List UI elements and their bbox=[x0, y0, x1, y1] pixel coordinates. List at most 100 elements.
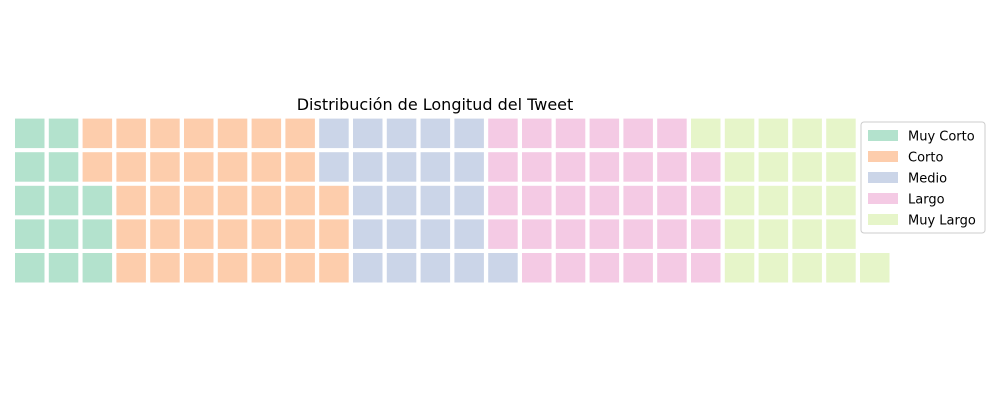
waffle-cells bbox=[15, 118, 890, 283]
waffle-cell-corto bbox=[285, 185, 315, 216]
waffle-cell-muy-corto bbox=[15, 253, 45, 283]
waffle-cell-medio bbox=[386, 118, 417, 149]
legend-frame bbox=[860, 121, 986, 234]
waffle-cell-muy-largo bbox=[758, 152, 789, 182]
waffle-cell-largo bbox=[657, 152, 687, 182]
waffle-cell-largo bbox=[589, 219, 620, 249]
waffle-cell-medio bbox=[420, 118, 451, 149]
waffle-cell-corto bbox=[150, 185, 180, 216]
waffle-cell-medio bbox=[353, 118, 383, 149]
waffle-cell-corto bbox=[116, 253, 146, 283]
waffle-cell-muy-corto bbox=[15, 118, 45, 149]
legend-swatch bbox=[868, 130, 898, 141]
waffle-cell-largo bbox=[555, 118, 586, 149]
chart-title: Distribución de Longitud del Tweet bbox=[297, 95, 574, 114]
waffle-cell-muy-largo bbox=[826, 152, 856, 182]
waffle-cell-corto bbox=[116, 219, 146, 249]
waffle-cell-corto bbox=[150, 118, 180, 149]
waffle-cell-corto bbox=[285, 118, 315, 149]
waffle-cell-corto bbox=[184, 185, 214, 216]
waffle-cell-medio bbox=[454, 253, 484, 283]
waffle-cell-muy-largo bbox=[758, 118, 789, 149]
waffle-cell-largo bbox=[691, 219, 721, 249]
waffle-cell-muy-corto bbox=[15, 219, 45, 249]
waffle-cell-largo bbox=[522, 118, 552, 149]
waffle-cell-largo bbox=[522, 253, 552, 283]
legend-label: Largo bbox=[908, 193, 945, 208]
waffle-cell-medio bbox=[420, 152, 451, 182]
waffle-cell-medio bbox=[454, 219, 484, 249]
waffle-cell-muy-corto bbox=[48, 219, 79, 249]
waffle-cell-corto bbox=[285, 253, 315, 283]
waffle-cell-corto bbox=[82, 152, 113, 182]
waffle-cell-largo bbox=[623, 118, 653, 149]
waffle-cell-corto bbox=[217, 118, 248, 149]
waffle-cell-corto bbox=[150, 219, 180, 249]
waffle-cell-corto bbox=[150, 253, 180, 283]
waffle-cell-muy-corto bbox=[82, 185, 113, 216]
waffle-cell-corto bbox=[319, 253, 349, 283]
waffle-cell-muy-largo bbox=[792, 185, 822, 216]
waffle-cell-medio bbox=[386, 219, 417, 249]
waffle-cell-medio bbox=[420, 185, 451, 216]
waffle-cell-medio bbox=[353, 219, 383, 249]
waffle-cell-largo bbox=[522, 219, 552, 249]
waffle-cell-medio bbox=[420, 253, 451, 283]
waffle-cell-corto bbox=[217, 185, 248, 216]
legend-swatch bbox=[868, 151, 898, 162]
waffle-cell-muy-largo bbox=[724, 219, 755, 249]
waffle-cell-corto bbox=[82, 118, 113, 149]
legend-label: Medio bbox=[908, 172, 947, 187]
waffle-cell-medio bbox=[454, 118, 484, 149]
waffle-cell-largo bbox=[657, 253, 687, 283]
waffle-cell-muy-corto bbox=[15, 185, 45, 216]
waffle-cell-corto bbox=[116, 152, 146, 182]
waffle-cell-muy-corto bbox=[48, 118, 79, 149]
waffle-cell-largo bbox=[555, 185, 586, 216]
waffle-cell-muy-largo bbox=[826, 118, 856, 149]
legend-label: Muy Largo bbox=[908, 214, 976, 229]
waffle-cell-corto bbox=[285, 152, 315, 182]
waffle-cell-muy-corto bbox=[48, 152, 79, 182]
legend-swatch bbox=[868, 172, 898, 183]
waffle-cell-muy-largo bbox=[826, 219, 856, 249]
waffle-cell-corto bbox=[184, 118, 214, 149]
waffle-cell-medio bbox=[386, 185, 417, 216]
waffle-cell-medio bbox=[386, 253, 417, 283]
waffle-cell-corto bbox=[319, 219, 349, 249]
waffle-cell-largo bbox=[488, 118, 518, 149]
waffle-cell-muy-largo bbox=[724, 185, 755, 216]
legend-label: Corto bbox=[908, 151, 943, 166]
waffle-cell-largo bbox=[522, 185, 552, 216]
waffle-cell-largo bbox=[555, 219, 586, 249]
waffle-cell-largo bbox=[691, 152, 721, 182]
waffle-cell-muy-largo bbox=[758, 219, 789, 249]
waffle-cell-corto bbox=[184, 152, 214, 182]
waffle-cell-largo bbox=[691, 185, 721, 216]
waffle-cell-muy-largo bbox=[860, 253, 890, 283]
waffle-cell-largo bbox=[589, 185, 620, 216]
waffle-cell-muy-largo bbox=[792, 152, 822, 182]
waffle-cell-largo bbox=[488, 185, 518, 216]
waffle-cell-corto bbox=[217, 219, 248, 249]
waffle-cell-medio bbox=[488, 253, 518, 283]
waffle-cell-corto bbox=[251, 152, 282, 182]
waffle-cell-muy-largo bbox=[724, 152, 755, 182]
waffle-cell-muy-corto bbox=[82, 253, 113, 283]
waffle-cell-largo bbox=[657, 118, 687, 149]
chart-legend: Muy Corto Corto Medio Largo Muy Largo bbox=[860, 121, 986, 234]
waffle-cell-medio bbox=[454, 152, 484, 182]
waffle-cell-medio bbox=[319, 118, 349, 149]
waffle-cell-corto bbox=[251, 118, 282, 149]
waffle-cell-largo bbox=[657, 219, 687, 249]
legend-swatch bbox=[868, 214, 898, 225]
waffle-cell-corto bbox=[251, 219, 282, 249]
waffle-cell-largo bbox=[589, 118, 620, 149]
waffle-cell-muy-largo bbox=[758, 253, 789, 283]
waffle-cell-largo bbox=[623, 219, 653, 249]
waffle-cell-muy-largo bbox=[826, 185, 856, 216]
waffle-cell-largo bbox=[589, 152, 620, 182]
waffle-cell-largo bbox=[488, 152, 518, 182]
waffle-cell-muy-corto bbox=[82, 219, 113, 249]
waffle-cell-corto bbox=[184, 219, 214, 249]
